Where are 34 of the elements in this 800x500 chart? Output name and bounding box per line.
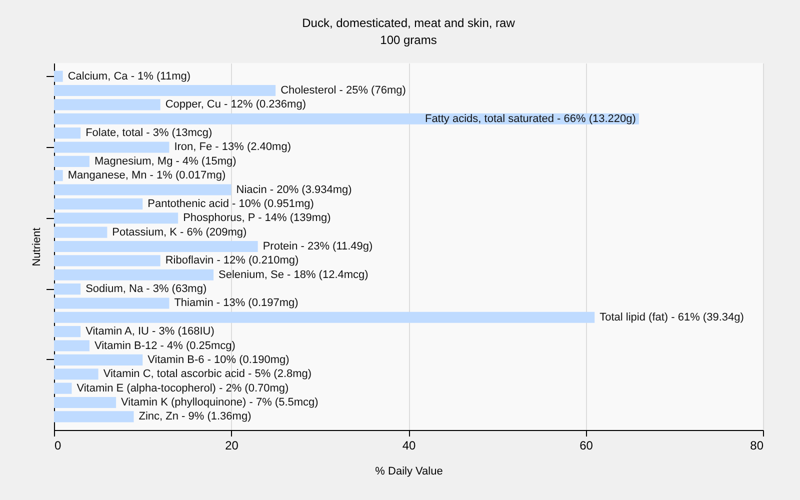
y-tick-label: Thiamin - 13% (0.197mg): [174, 297, 298, 310]
y-tick-label: Niacin - 20% (3.934mg): [236, 184, 352, 196]
y-tick-label: Sodium, Na - 3% (63mg): [86, 283, 207, 296]
y-tick-label: Protein - 23% (11.49g): [262, 240, 373, 252]
y-tick-label: Fatty acids, total saturated - 66% (13.220g): [424, 112, 636, 125]
x-tick-label: 20: [225, 438, 239, 452]
x-tick-label: 80: [750, 438, 764, 452]
x-tick-label: 0: [54, 438, 62, 452]
y-tick-label: Vitamin B-6 - 10% (0.190mg): [148, 354, 290, 366]
y-tick-label: Folate, total - 3% (13mcg): [86, 127, 212, 140]
y-axis-title: Nutrient: [31, 228, 43, 266]
y-tick-label: Pantothenic acid - 10% (0.951mg): [148, 198, 314, 210]
y-tick-label: Total lipid (fat) - 61% (39.34g): [600, 311, 744, 324]
y-tick-label: Magnesium, Mg - 4% (15mg): [94, 155, 236, 168]
x-axis-title: % Daily Value: [375, 466, 443, 478]
y-tick-label: Vitamin A, IU - 3% (168IU): [86, 326, 214, 338]
y-tick-label: Vitamin E (alpha-tocopherol) - 2% (0.70mg): [76, 382, 289, 394]
chart-subtitle: 100 grams: [380, 33, 437, 47]
y-tick-label: Cholesterol - 25% (76mg): [280, 84, 406, 97]
y-tick-label: Zinc, Zn - 9% (1.36mg): [138, 410, 252, 423]
y-tick-label: Iron, Fe - 13% (2.40mg): [174, 141, 291, 154]
y-tick-label: Manganese, Mn - 1% (0.017mg): [68, 170, 226, 182]
y-tick-label: Vitamin B-12 - 4% (0.25mcg): [94, 340, 236, 352]
y-tick-label: Riboflavin - 12% (0.210mg): [165, 254, 299, 267]
y-tick-label: Copper, Cu - 12% (0.236mg): [165, 98, 306, 111]
y-tick-label: Calcium, Ca - 1% (11mg): [68, 70, 191, 82]
y-tick-label: Vitamin C, total ascorbic acid - 5% (2.8mg): [103, 368, 312, 380]
x-tick-label: 40: [402, 438, 416, 452]
x-tick-label: 60: [580, 438, 594, 452]
y-tick-label: Selenium, Se - 18% (12.4mcg): [218, 268, 368, 281]
y-tick-label: Phosphorus, P - 14% (139mg): [183, 212, 331, 224]
y-tick-label: Vitamin K (phylloquinone) - 7% (5.5mcg): [121, 396, 318, 408]
y-tick-label: Potassium, K - 6% (209mg): [112, 226, 247, 238]
chart-title: Duck, domesticated, meat and skin, raw: [302, 16, 516, 30]
